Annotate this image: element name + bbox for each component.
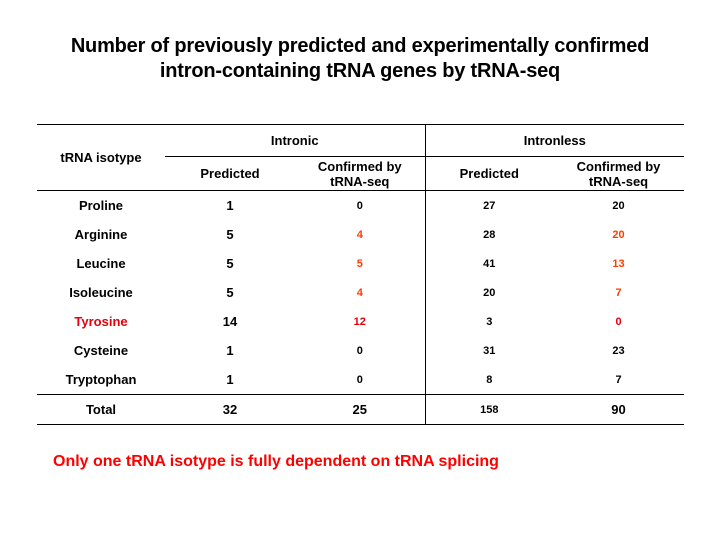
intronless-confirmed-cell: 13 xyxy=(612,257,625,270)
total-intronic-predicted-cell: 32 xyxy=(165,394,295,425)
isotype-cell: Cysteine xyxy=(73,343,129,358)
table-row: Cysteine 1 0 31 23 xyxy=(37,336,684,365)
total-intronless-confirmed-cell: 90 xyxy=(553,394,685,425)
intronless-predicted-cell: 20 xyxy=(424,278,554,307)
group-header-intronic: Intronic xyxy=(165,124,426,157)
table-total-row: Total 32 25 158 90 xyxy=(37,394,685,425)
table-row: Isoleucine 5 4 20 7 xyxy=(37,278,684,307)
conclusion-note: Only one tRNA isotype is fully dependent… xyxy=(53,453,499,470)
intronless-predicted-cell: 41 xyxy=(424,249,554,278)
intronless-predicted-cell: 8 xyxy=(424,365,554,395)
trna-table-container: tRNA isotype Intronic Intronless Predict… xyxy=(37,124,685,425)
intronless-predicted-cell: 3 xyxy=(424,307,554,336)
table-row: Leucine 5 5 41 13 xyxy=(37,249,684,278)
subheader-intronic-confirmed: Confirmed by tRNA-seq xyxy=(295,156,426,191)
intronless-predicted-cell: 27 xyxy=(424,190,554,220)
intronic-confirmed-cell: 0 xyxy=(356,373,363,386)
subheader-intronic-predicted: Predicted xyxy=(165,156,295,191)
intronic-confirmed-cell: 5 xyxy=(356,257,363,270)
intronic-predicted-cell: 1 xyxy=(226,372,234,387)
slide-title-line-1: Number of previously predicted and exper… xyxy=(70,35,650,57)
intronic-confirmed-cell: 4 xyxy=(356,286,363,299)
intronic-predicted-cell: 14 xyxy=(222,314,238,329)
table-row: Arginine 5 4 28 20 xyxy=(37,220,684,249)
intronless-confirmed-cell: 0 xyxy=(615,315,622,328)
slide-title: Number of previously predicted and exper… xyxy=(0,34,720,84)
slide-title-line-2: intron-containing tRNA genes by tRNA-seq xyxy=(159,60,561,82)
group-header-intronless: Intronless xyxy=(424,124,685,157)
intronic-confirmed-cell: 12 xyxy=(353,315,366,328)
isotype-cell: Isoleucine xyxy=(69,285,133,300)
table-row: Proline 1 0 27 20 xyxy=(37,190,684,220)
isotype-cell: Proline xyxy=(78,198,124,213)
row-header-isotype: tRNA isotype xyxy=(37,124,165,191)
intronic-predicted-cell: 1 xyxy=(226,343,234,358)
isotype-cell: Tryptophan xyxy=(65,372,137,387)
table-row: Tryptophan 1 0 8 7 xyxy=(37,365,684,395)
intronless-confirmed-cell: 20 xyxy=(612,199,625,212)
intronless-confirmed-cell: 23 xyxy=(612,344,625,357)
intronic-confirmed-cell: 0 xyxy=(356,344,363,357)
intronic-predicted-cell: 5 xyxy=(226,285,234,300)
subheader-intronless-predicted: Predicted xyxy=(424,156,554,191)
isotype-cell: Arginine xyxy=(74,227,128,242)
intronless-confirmed-cell: 20 xyxy=(612,228,625,241)
total-intronic-confirmed-cell: 25 xyxy=(295,394,426,425)
intronic-predicted-cell: 1 xyxy=(226,198,234,213)
trna-table: tRNA isotype Intronic Intronless Predict… xyxy=(37,124,685,425)
isotype-cell: Tyrosine xyxy=(74,314,128,329)
intronic-predicted-cell: 5 xyxy=(226,256,234,271)
intronless-predicted-cell: 31 xyxy=(424,336,554,365)
intronic-confirmed-cell: 0 xyxy=(356,199,363,212)
isotype-cell: Leucine xyxy=(76,256,126,271)
intronless-confirmed-cell: 7 xyxy=(615,373,622,386)
intronless-predicted-cell: 28 xyxy=(424,220,554,249)
intronic-predicted-cell: 5 xyxy=(226,227,234,242)
intronic-confirmed-cell: 4 xyxy=(356,228,363,241)
subheader-intronless-confirmed: Confirmed by tRNA-seq xyxy=(553,156,685,191)
table-row: Tyrosine 14 12 3 0 xyxy=(37,307,684,336)
total-label-cell: Total xyxy=(37,394,165,425)
total-intronless-predicted-cell: 158 xyxy=(424,394,554,425)
intronless-confirmed-cell: 7 xyxy=(615,286,622,299)
